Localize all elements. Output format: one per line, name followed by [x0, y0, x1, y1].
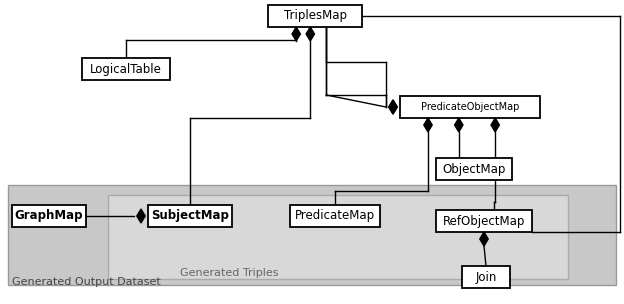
Polygon shape: [292, 27, 300, 41]
Polygon shape: [389, 100, 397, 114]
Text: LogicalTable: LogicalTable: [90, 63, 162, 75]
Text: SubjectMap: SubjectMap: [151, 209, 229, 223]
Polygon shape: [306, 27, 314, 41]
Text: Generated Triples: Generated Triples: [180, 268, 278, 278]
Polygon shape: [389, 100, 397, 114]
Bar: [400, 96, 540, 118]
Bar: [436, 210, 532, 232]
Bar: [12, 205, 86, 227]
Text: TriplesMap: TriplesMap: [283, 9, 346, 22]
Bar: [268, 5, 362, 27]
Polygon shape: [491, 118, 499, 132]
Bar: [108, 195, 568, 279]
Polygon shape: [424, 118, 432, 132]
Bar: [82, 58, 170, 80]
Text: Generated Output Dataset: Generated Output Dataset: [12, 277, 161, 287]
Text: RefObjectMap: RefObjectMap: [443, 215, 525, 227]
Text: PredicateMap: PredicateMap: [295, 209, 375, 223]
Text: Join: Join: [475, 271, 497, 284]
Polygon shape: [455, 118, 463, 132]
Bar: [290, 205, 380, 227]
Text: ObjectMap: ObjectMap: [442, 163, 505, 175]
Bar: [436, 158, 512, 180]
Polygon shape: [137, 209, 145, 223]
Bar: [462, 266, 510, 288]
Text: PredicateObjectMap: PredicateObjectMap: [421, 102, 519, 112]
Polygon shape: [480, 232, 488, 246]
Bar: [8, 185, 616, 285]
Bar: [148, 205, 232, 227]
Text: GraphMap: GraphMap: [15, 209, 83, 223]
